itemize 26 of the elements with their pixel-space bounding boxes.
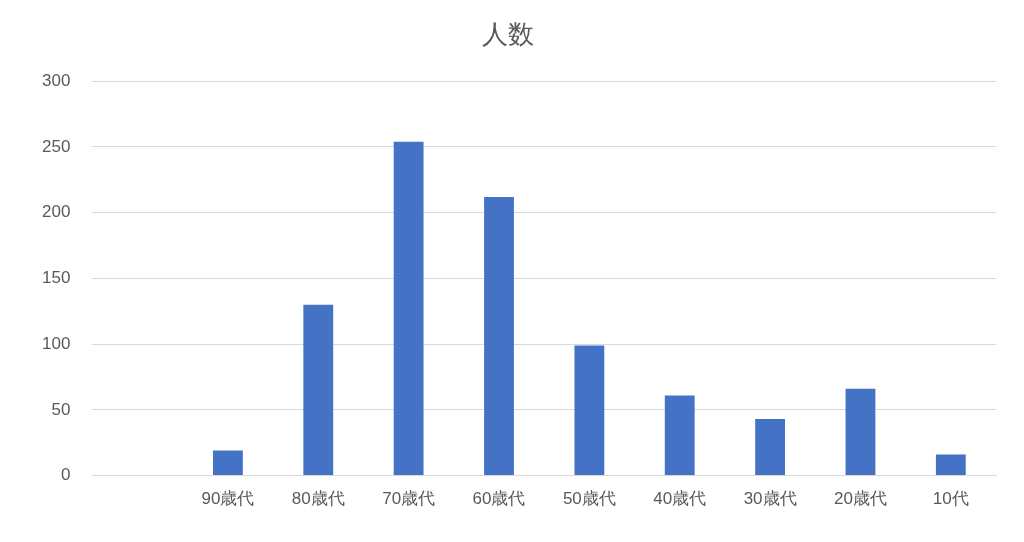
bar [574,345,605,476]
y-tick-label: 250 [41,136,71,156]
x-tick-label: 90歳代 [201,489,255,509]
chart-title: 人数 [482,18,534,49]
bar [755,419,785,476]
bar [484,196,514,476]
x-tick-label: 10代 [932,489,969,509]
x-tick-label: 20歳代 [833,489,887,509]
x-tick-label: 60歳代 [472,489,526,509]
y-tick-label: 100 [41,333,71,353]
bar [213,450,243,476]
y-tick-label: 300 [41,70,71,90]
y-tick-label: 0 [60,465,71,485]
y-tick-label: 50 [51,399,71,419]
x-tick-label: 70歳代 [382,489,436,509]
bar [393,141,424,476]
x-tick-label: 50歳代 [562,489,616,509]
x-tick-label: 40歳代 [653,489,707,509]
x-tick-label: 30歳代 [743,489,797,509]
y-tick-label: 150 [41,268,71,288]
bar [303,304,334,476]
bar [935,454,966,476]
bar [664,395,695,476]
bar [845,388,876,476]
y-tick-label: 200 [41,202,71,222]
x-tick-label: 80歳代 [291,489,345,509]
